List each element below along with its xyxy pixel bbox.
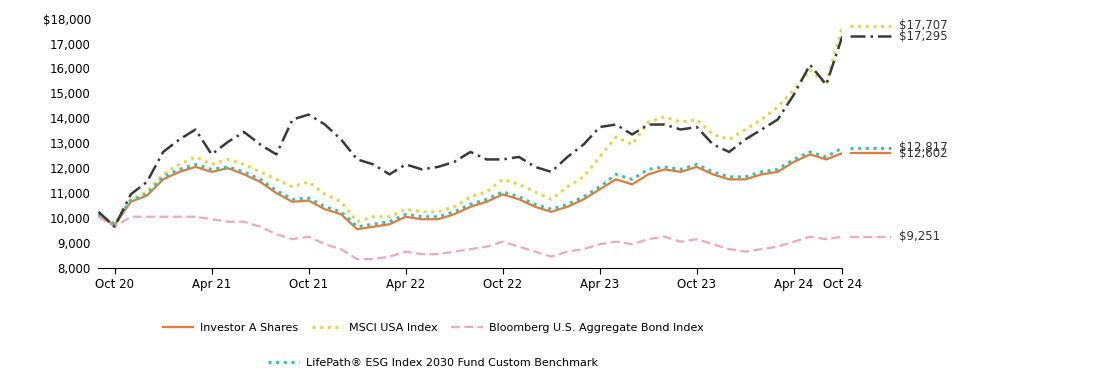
Text: $17,707: $17,707 <box>899 19 947 32</box>
Text: $12,602: $12,602 <box>899 147 947 160</box>
Text: $9,251: $9,251 <box>899 230 940 243</box>
Text: $12,817: $12,817 <box>899 141 947 154</box>
Text: $17,295: $17,295 <box>899 30 947 43</box>
